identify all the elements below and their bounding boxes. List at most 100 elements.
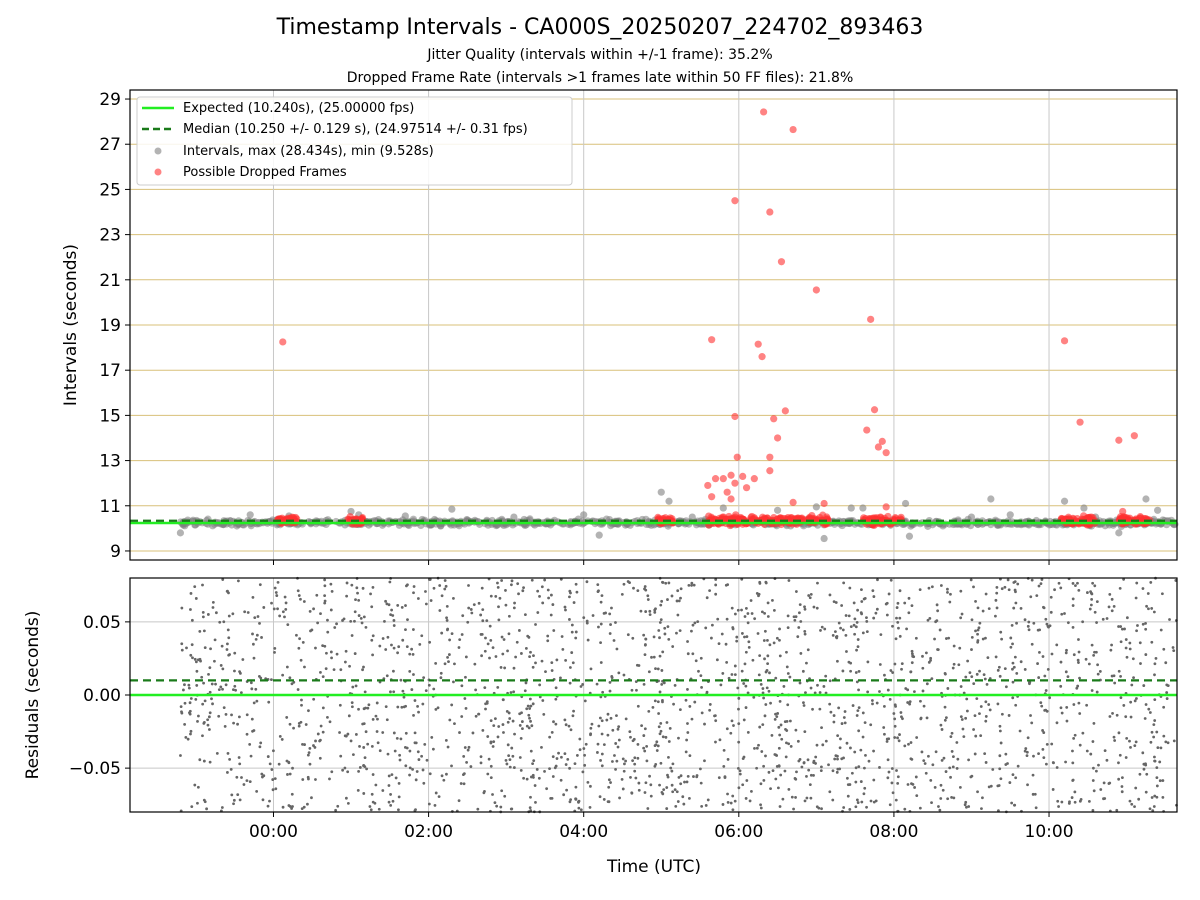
- residual-point: [700, 804, 704, 808]
- residual-point: [315, 593, 319, 597]
- residual-point: [1065, 719, 1069, 723]
- residual-point: [930, 585, 934, 589]
- residual-point: [694, 659, 698, 663]
- residual-point: [469, 608, 473, 611]
- residual-point: [964, 716, 968, 720]
- residual-point: [484, 636, 487, 640]
- residual-point: [481, 608, 485, 612]
- residual-point: [949, 775, 952, 779]
- residual-point: [255, 699, 259, 703]
- residual-point: [757, 594, 760, 598]
- residual-point: [596, 742, 600, 746]
- residual-point: [758, 581, 762, 585]
- residual-point: [1119, 696, 1123, 700]
- residual-point: [251, 729, 254, 733]
- residual-point: [781, 797, 785, 801]
- residual-point: [248, 742, 252, 746]
- residual-point: [502, 638, 506, 641]
- intervals-y-axis-label: Intervals (seconds): [61, 244, 81, 406]
- residual-point: [719, 683, 723, 687]
- residual-point: [943, 705, 947, 709]
- residual-point: [736, 766, 740, 770]
- residual-point: [312, 607, 315, 611]
- residual-point: [577, 806, 581, 810]
- residual-point: [1076, 684, 1080, 688]
- residual-point: [664, 735, 668, 739]
- residual-point: [370, 744, 374, 748]
- residual-point: [598, 716, 602, 720]
- residual-point: [227, 614, 231, 618]
- residual-point: [805, 661, 808, 665]
- residual-point: [308, 609, 312, 613]
- residual-point: [201, 702, 205, 706]
- residual-point: [949, 735, 953, 739]
- residual-point: [1151, 809, 1155, 813]
- residual-point: [1032, 754, 1035, 758]
- residual-point: [676, 589, 680, 593]
- residual-point: [1134, 786, 1138, 790]
- residual-point: [956, 757, 960, 761]
- interval-point: [859, 504, 867, 512]
- residual-point: [575, 590, 579, 594]
- residual-point: [1016, 764, 1020, 768]
- residual-point: [631, 759, 635, 763]
- residual-point: [1128, 641, 1132, 645]
- residual-point: [828, 790, 832, 794]
- residual-point: [660, 599, 664, 603]
- residual-point: [642, 746, 646, 750]
- residual-point: [270, 678, 273, 682]
- residual-point: [531, 665, 535, 669]
- residual-point: [891, 671, 895, 674]
- residual-point: [387, 800, 391, 804]
- residual-point: [431, 747, 435, 751]
- residual-point: [323, 584, 327, 588]
- residual-point: [179, 754, 182, 757]
- dropped-frame-point: [789, 498, 797, 506]
- residual-point: [688, 754, 692, 758]
- residual-point: [935, 619, 939, 623]
- residual-point: [748, 799, 752, 803]
- residual-point: [571, 714, 575, 718]
- interval-point: [448, 505, 456, 513]
- residual-point: [888, 803, 892, 807]
- residual-point: [362, 792, 366, 795]
- residual-point: [808, 596, 812, 600]
- residual-point: [404, 764, 408, 768]
- residual-point: [398, 753, 402, 757]
- residual-point: [529, 795, 532, 799]
- residual-point: [849, 746, 852, 750]
- residual-point: [350, 634, 354, 637]
- residual-point: [306, 753, 310, 757]
- residual-point: [397, 808, 400, 812]
- residual-point: [1036, 628, 1040, 632]
- residual-point: [278, 734, 282, 738]
- residual-point: [766, 654, 770, 658]
- residual-point: [1032, 621, 1036, 625]
- residual-point: [1161, 795, 1165, 799]
- residual-point: [742, 718, 746, 722]
- residual-point: [671, 645, 675, 648]
- residual-point: [574, 797, 578, 801]
- residual-point: [655, 740, 659, 744]
- residual-point: [984, 592, 988, 596]
- residual-point: [811, 707, 814, 711]
- residual-point: [1085, 703, 1089, 707]
- residual-point: [297, 724, 301, 728]
- residual-point: [760, 750, 764, 753]
- residual-point: [572, 709, 575, 713]
- residual-point: [643, 653, 647, 656]
- residual-point: [837, 706, 841, 710]
- residual-point: [1059, 706, 1063, 710]
- residual-point: [561, 647, 565, 651]
- residual-point: [805, 774, 808, 778]
- residual-point: [987, 703, 991, 706]
- dropped-frame-point: [770, 415, 778, 423]
- residual-point: [1041, 655, 1045, 658]
- residual-point: [1010, 624, 1014, 627]
- residual-point: [621, 787, 625, 791]
- residual-point: [507, 614, 511, 618]
- residual-point: [933, 637, 936, 641]
- residual-point: [895, 606, 899, 609]
- residual-point: [1107, 782, 1111, 785]
